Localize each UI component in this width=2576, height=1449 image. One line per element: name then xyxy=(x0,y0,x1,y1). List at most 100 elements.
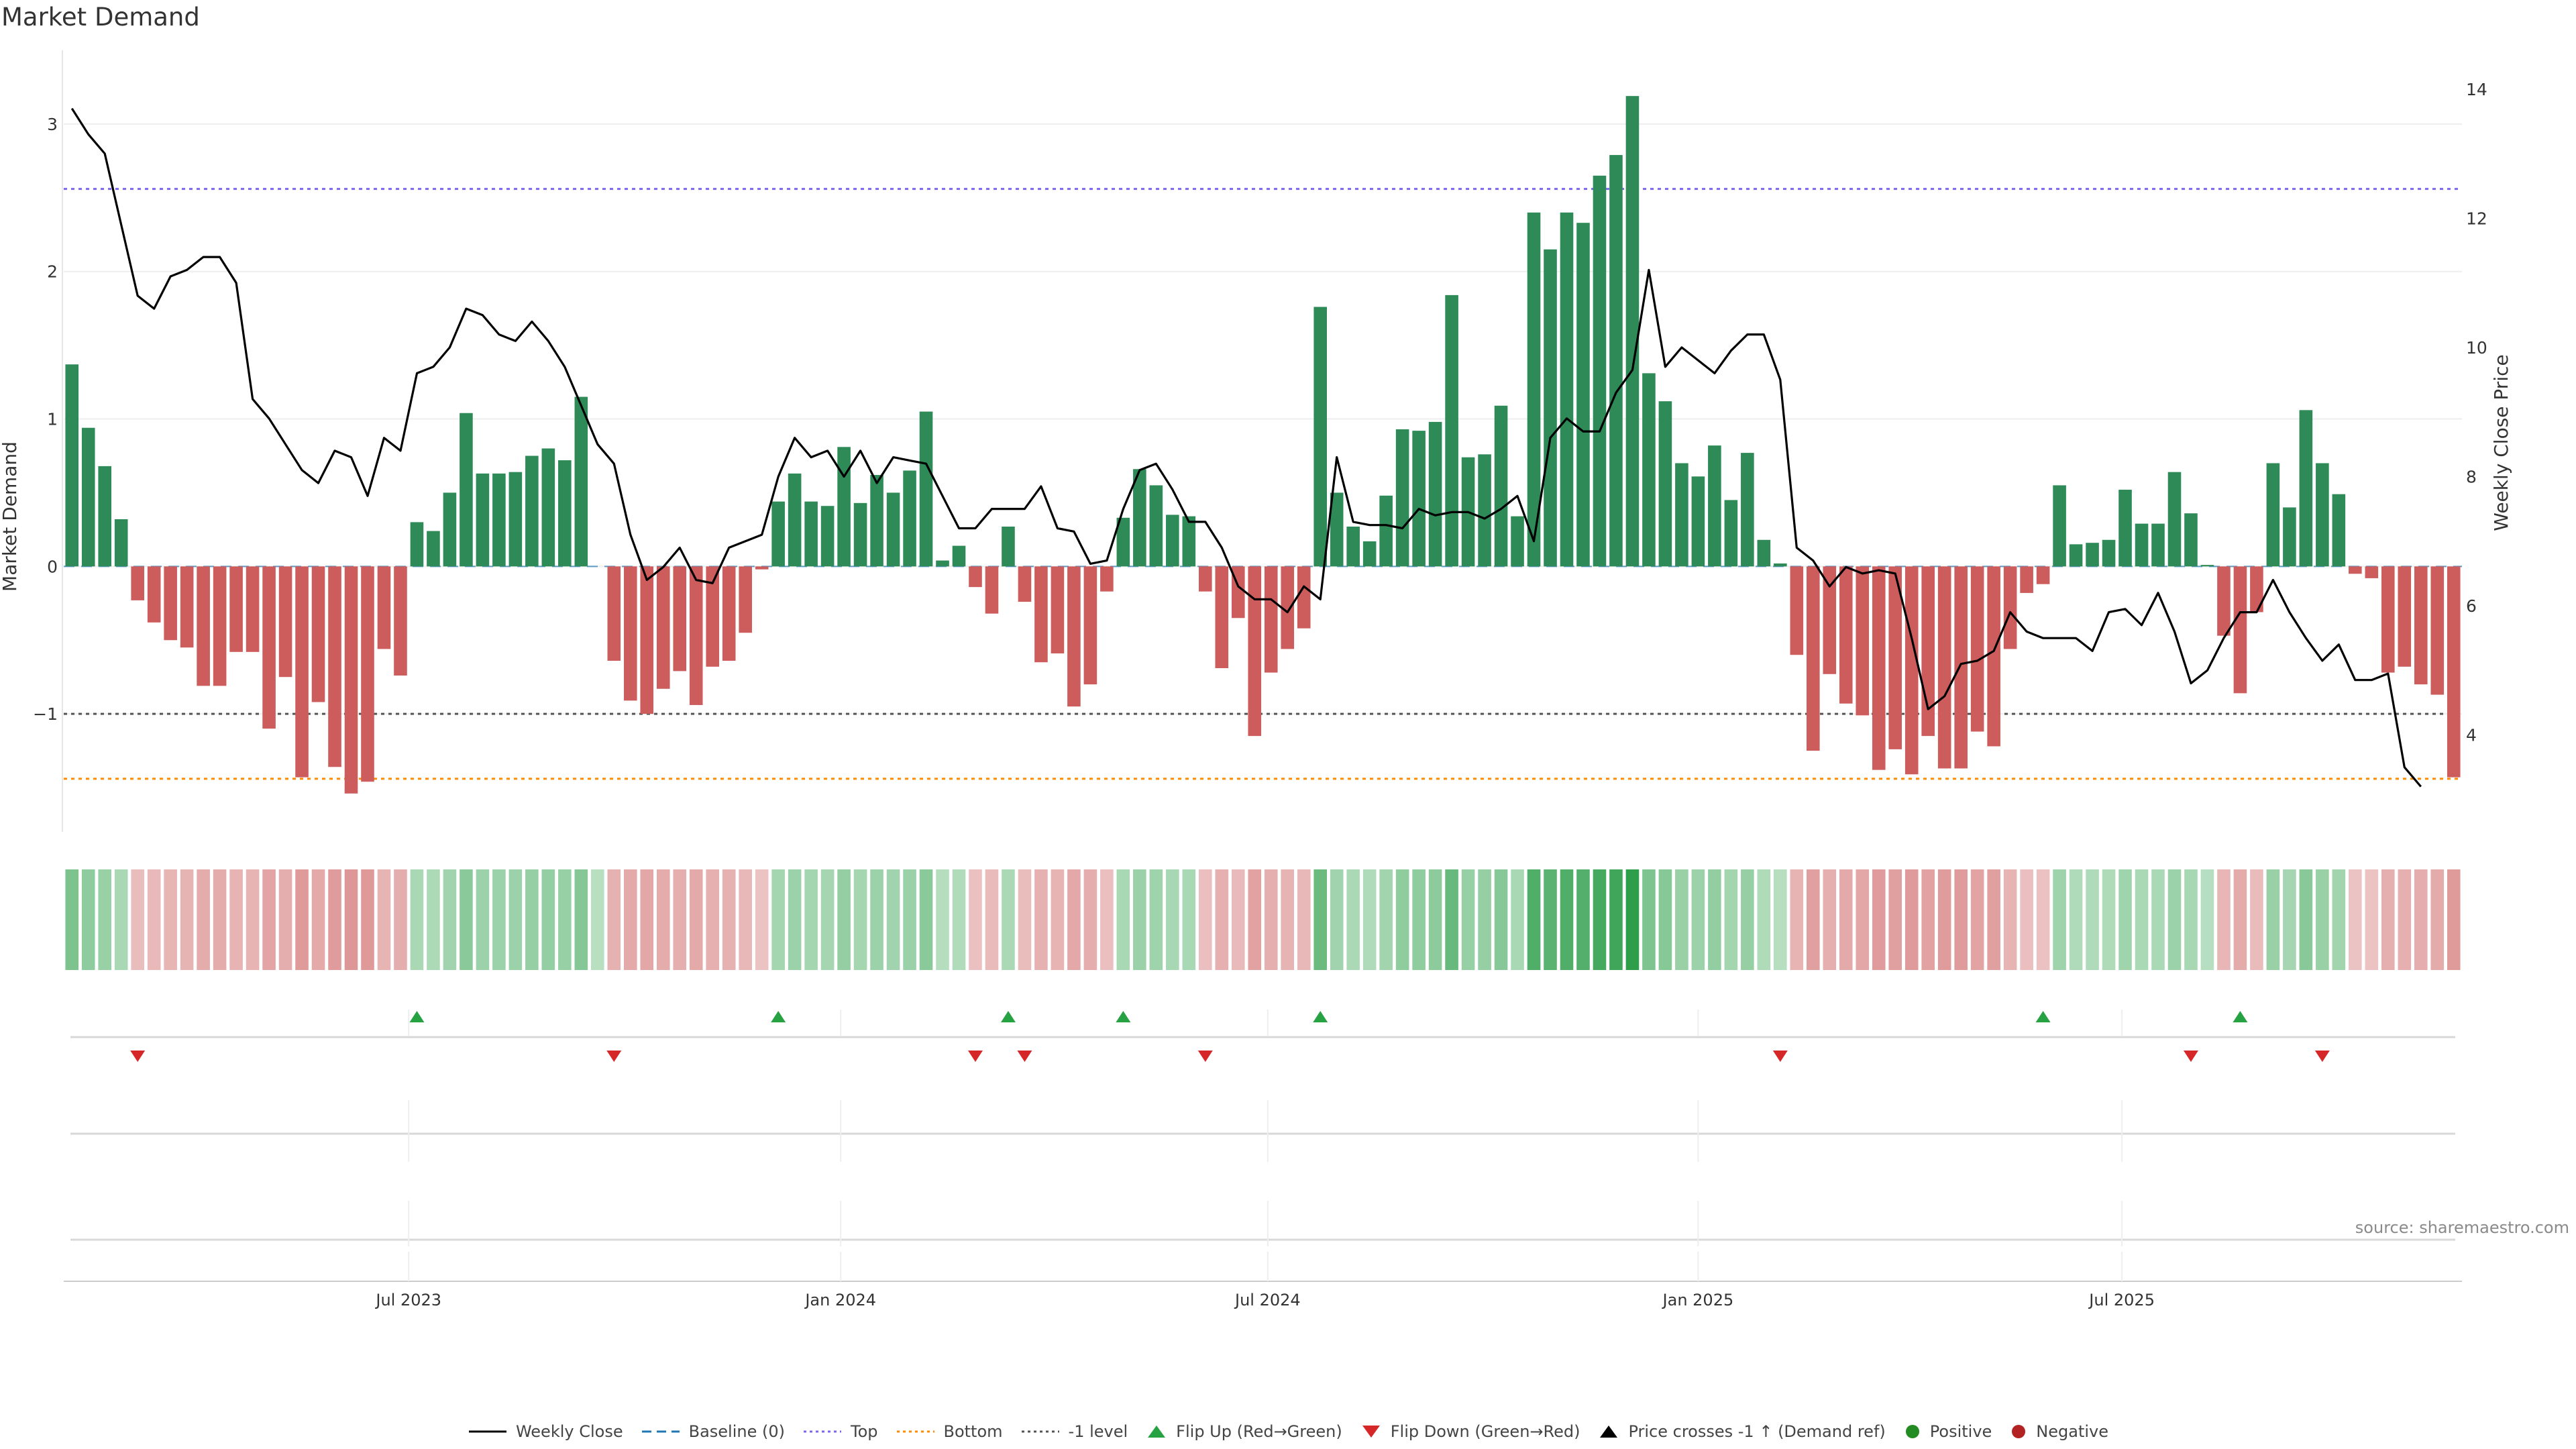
reference-lines xyxy=(64,188,2462,780)
heatmap-cell xyxy=(771,869,785,970)
demand-bar xyxy=(1708,445,1721,567)
demand-bar xyxy=(460,413,473,567)
y-axis-label-right: Weekly Close Price xyxy=(2490,354,2512,531)
heatmap-cell xyxy=(1428,869,1442,970)
heatmap-cell xyxy=(361,869,374,970)
flip-up-marker xyxy=(1116,1011,1131,1022)
heatmap-cell xyxy=(1741,869,1754,970)
flip-down-marker xyxy=(130,1051,146,1062)
heatmap-cell xyxy=(197,869,210,970)
demand-bar xyxy=(1544,249,1557,567)
demand-bar xyxy=(1511,516,1524,567)
heatmap-cell xyxy=(2118,869,2132,970)
legend-bottom: Bottom xyxy=(896,1422,1003,1441)
demand-bar xyxy=(1149,485,1163,567)
demand-bar xyxy=(755,566,769,570)
heatmap-cell xyxy=(213,869,227,970)
heatmap-cell xyxy=(1215,869,1229,970)
heatmap-cell xyxy=(820,869,835,970)
demand-bar xyxy=(2414,566,2428,685)
heatmap-cell xyxy=(1199,869,1212,970)
legend-flip-down: Flip Down (Green→Red) xyxy=(1360,1422,1580,1441)
demand-bar xyxy=(2118,490,2132,567)
heatmap-cell xyxy=(1544,869,1557,970)
heatmap-cell xyxy=(1149,869,1163,970)
demand-bar xyxy=(2316,463,2329,567)
heatmap-cell xyxy=(1642,869,1656,970)
demand-bar xyxy=(1921,566,1935,737)
demand-bar xyxy=(1362,541,1377,567)
demand-bar xyxy=(1806,566,1820,751)
heatmap-cell xyxy=(1708,869,1721,970)
legend-label: Negative xyxy=(2036,1422,2109,1441)
demand-bar xyxy=(1395,429,1409,567)
demand-bar xyxy=(81,427,95,567)
y2-tick-label: 10 xyxy=(2466,338,2487,358)
heatmap-cell xyxy=(2217,869,2231,970)
demand-bar xyxy=(525,455,539,567)
circle-icon xyxy=(2012,1425,2026,1438)
demand-bar xyxy=(2332,494,2346,567)
demand-bar xyxy=(410,522,424,567)
heatmap-cell xyxy=(837,869,851,970)
heatmap-cell xyxy=(2053,869,2066,970)
heatmap-cell xyxy=(1067,869,1081,970)
heatmap-cell xyxy=(623,869,637,970)
demand-bar xyxy=(771,501,785,567)
demand-bar xyxy=(1133,469,1146,567)
heatmap-cell xyxy=(1034,869,1048,970)
y-tick-label: 2 xyxy=(47,262,58,282)
demand-bar xyxy=(1297,566,1311,629)
demand-bar xyxy=(673,566,687,672)
heatmap-cell xyxy=(1593,869,1607,970)
demand-bar xyxy=(656,566,670,689)
y2-tick-label: 14 xyxy=(2466,80,2487,99)
heatmap-cell xyxy=(2250,869,2263,970)
heatmap-cell xyxy=(755,869,769,970)
demand-bar xyxy=(443,492,457,567)
demand-bar xyxy=(1576,223,1590,567)
heatmap-cell xyxy=(1379,869,1393,970)
heatmap-cell xyxy=(2036,869,2050,970)
heatmap-cell xyxy=(2184,869,2198,970)
triangle-down-icon xyxy=(1362,1426,1380,1438)
demand-bar xyxy=(278,566,292,678)
x-tick-label: Jul 2025 xyxy=(2088,1291,2155,1309)
heatmap-cell xyxy=(2299,869,2313,970)
demand-bar xyxy=(1478,454,1491,567)
heatmap-cell xyxy=(558,869,572,970)
legend-label: Flip Up (Red→Green) xyxy=(1176,1422,1342,1441)
heatmap-cell xyxy=(476,869,490,970)
demand-bar xyxy=(936,560,949,567)
legend-label: Bottom xyxy=(943,1422,1003,1441)
heatmap-cell xyxy=(1182,869,1196,970)
heatmap-cell xyxy=(2381,869,2395,970)
heatmap-cell xyxy=(1395,869,1409,970)
heatmap-cell xyxy=(311,869,325,970)
heatmap-cell xyxy=(1083,869,1097,970)
heatmap-cell xyxy=(2020,869,2033,970)
heatmap-cell xyxy=(278,869,292,970)
demand-bar xyxy=(722,566,736,661)
marker-panel-gridlines xyxy=(70,1010,2455,1246)
x-tick-label: Jul 2023 xyxy=(374,1291,441,1309)
demand-bar xyxy=(2283,507,2296,567)
demand-bar xyxy=(1002,526,1015,567)
demand-bar xyxy=(689,566,703,705)
heatmap-cell xyxy=(229,869,243,970)
heatmap-cell xyxy=(640,869,654,970)
heatmap-cell xyxy=(591,869,604,970)
heatmap-cell xyxy=(98,869,112,970)
demand-bar xyxy=(2250,566,2263,612)
heatmap-cell xyxy=(886,869,900,970)
heatmap-cell xyxy=(508,869,523,970)
demand-bar xyxy=(985,566,999,614)
legend-label: Flip Down (Green→Red) xyxy=(1390,1422,1580,1441)
heatmap-cell xyxy=(1527,869,1541,970)
demand-bar xyxy=(1937,566,1951,769)
heatmap-cell xyxy=(1987,869,2000,970)
heatmap-cell xyxy=(246,869,260,970)
triangle-up-icon xyxy=(1148,1426,1166,1438)
heatmap-cell xyxy=(1330,869,1344,970)
